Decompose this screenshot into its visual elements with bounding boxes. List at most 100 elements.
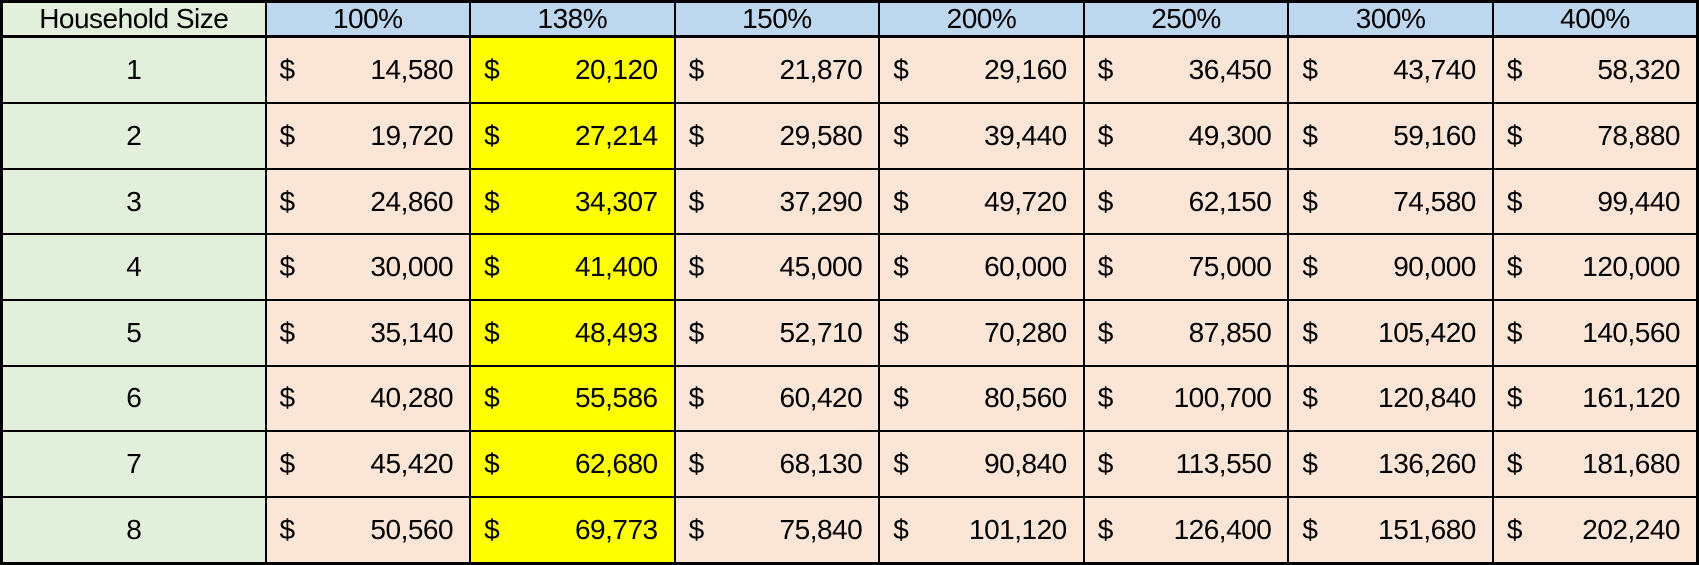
currency-symbol: $ [1506,185,1523,217]
income-cell: $49,300 [1082,102,1290,170]
accounting-format-cell: $41,400 [472,251,673,283]
household-size-cell: 4 [0,233,267,301]
table-row: 7 $45,420 $62,680 $68,130 $90,840 $113,550 $13… [0,430,1699,498]
income-cell: $151,680 [1287,495,1494,565]
accounting-format-cell: $70,280 [881,316,1082,349]
currency-symbol: $ [688,448,705,480]
income-cell: $43,740 [1287,35,1494,105]
income-cell: $90,000 [1287,233,1494,301]
amount-value: 37,290 [779,185,863,217]
accounting-format-cell: $52,710 [677,317,878,349]
currency-symbol: $ [1097,185,1114,217]
income-cell: $161,120 [1491,364,1699,433]
currency-symbol: $ [1302,119,1318,151]
accounting-format-cell: $120,000 [1495,251,1696,283]
income-cell: $36,450 [1082,35,1290,105]
accounting-format-cell: $58,320 [1495,54,1696,86]
accounting-format-cell: $69,773 [472,514,673,546]
accounting-format-cell: $48,493 [472,317,673,349]
currency-symbol: $ [688,119,705,151]
currency-symbol: $ [1097,316,1114,348]
income-cell: $59,160 [1287,102,1494,170]
amount-value: 60,420 [779,382,863,414]
income-cell: $136,260 [1287,430,1494,498]
amount-value: 99,440 [1597,185,1680,217]
accounting-format-cell: $39,440 [881,120,1082,152]
amount-value: 60,000 [984,251,1067,283]
accounting-format-cell: $161,120 [1495,382,1696,414]
income-cell: $24,860 [264,167,472,236]
income-cell: $62,150 [1082,167,1290,236]
income-cell: $45,420 [264,430,472,498]
amount-value: 36,450 [1188,54,1272,86]
header-household-size: Household Size [0,0,267,38]
amount-value: 24,860 [370,185,454,217]
accounting-format-cell: $120,840 [1290,382,1491,414]
amount-value: 113,550 [1175,448,1272,480]
income-cell: $120,840 [1287,364,1494,433]
accounting-format-cell: $19,720 [267,119,468,152]
currency-symbol: $ [893,54,909,86]
income-cell: $90,840 [878,430,1085,498]
income-cell: $80,560 [878,364,1085,433]
amount-value: 34,307 [574,185,658,217]
header-150-percent: 150% [673,0,881,38]
accounting-format-cell: $113,550 [1086,448,1287,480]
income-cell: $78,880 [1491,102,1699,170]
accounting-format-cell: $59,160 [1290,119,1491,152]
amount-value: 151,680 [1378,513,1476,545]
income-cell: $37,290 [673,167,881,236]
accounting-format-cell: $105,420 [1290,316,1491,349]
income-cell-highlighted: $41,400 [469,233,676,301]
accounting-format-cell: $136,260 [1290,448,1491,480]
accounting-format-cell: $60,420 [677,382,878,414]
income-cell: $140,560 [1491,298,1699,367]
accounting-format-cell: $75,000 [1086,251,1287,283]
currency-symbol: $ [279,54,296,86]
amount-value: 70,280 [984,316,1067,348]
table-row: 5 $35,140 $48,493 $52,710 $70,280 $87,850 $105… [0,298,1699,367]
table-row: 4 $30,000 $41,400 $45,000 $60,000 $75,000 $90,… [0,233,1699,301]
currency-symbol: $ [279,316,296,348]
income-cell: $68,130 [673,430,881,498]
currency-symbol: $ [279,251,296,283]
currency-symbol: $ [893,448,909,480]
income-cell: $29,580 [673,102,881,170]
income-cell: $58,320 [1491,35,1699,105]
currency-symbol: $ [1097,382,1114,414]
currency-symbol: $ [1302,382,1318,414]
income-cell: $45,000 [673,233,881,301]
currency-symbol: $ [1506,54,1523,86]
income-cell-highlighted: $27,214 [469,102,676,170]
currency-symbol: $ [1506,513,1523,545]
header-100-percent: 100% [264,0,472,38]
amount-value: 50,560 [370,513,454,545]
amount-value: 105,420 [1378,316,1476,348]
currency-symbol: $ [1097,54,1114,86]
income-cell-highlighted: $20,120 [469,35,676,105]
household-size-cell: 2 [0,102,267,170]
amount-value: 78,880 [1597,119,1680,151]
accounting-format-cell: $29,160 [881,54,1082,86]
amount-value: 62,150 [1188,185,1272,217]
amount-value: 90,000 [1393,251,1476,283]
amount-value: 45,000 [779,251,863,283]
accounting-format-cell: $37,290 [677,185,878,218]
currency-symbol: $ [893,513,909,545]
income-cell: $100,700 [1082,364,1290,433]
accounting-format-cell: $80,560 [881,382,1082,414]
amount-value: 19,720 [370,119,454,151]
income-cell: $60,420 [673,364,881,433]
amount-value: 74,580 [1393,185,1476,217]
income-cell: $75,000 [1082,233,1290,301]
currency-symbol: $ [484,251,500,283]
accounting-format-cell: $27,214 [472,119,673,152]
amount-value: 27,214 [574,119,658,151]
accounting-format-cell: $62,680 [472,448,673,480]
table-row: 2 $19,720 $27,214 $29,580 $39,440 $49,300 $59,… [0,102,1699,170]
income-cell: $101,120 [878,495,1085,565]
currency-symbol: $ [484,119,500,151]
accounting-format-cell: $49,300 [1086,120,1287,152]
